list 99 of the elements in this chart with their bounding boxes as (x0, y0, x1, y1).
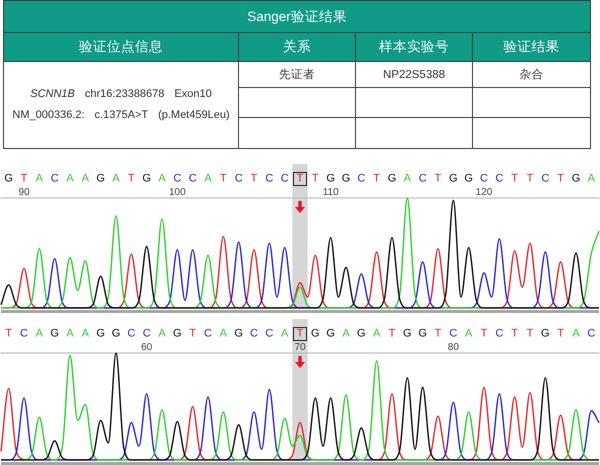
x-tick-label: G (572, 172, 580, 185)
text: 验证结果 (472, 32, 591, 62)
x-tick-label: G (96, 328, 105, 340)
x-tick-label: G (50, 328, 59, 340)
x-tick-label: A (36, 172, 44, 185)
text: chr16:23388678 (84, 88, 164, 100)
x-tick-label: A (82, 328, 90, 340)
x-tick-label: G (403, 328, 412, 340)
x-tick-label: G (342, 172, 350, 185)
x-tick-label: A (66, 172, 74, 185)
x-tick-label: T (557, 172, 564, 185)
x-tick-label: C (265, 328, 274, 340)
x-tick-label: G (234, 328, 243, 340)
x2-tick-label: 80 (448, 342, 460, 353)
x-tick-label: C (234, 172, 243, 185)
x2-tick-label: 120 (476, 186, 493, 198)
text: 杂合 (472, 62, 591, 88)
x-tick-label: T (388, 328, 396, 340)
x-tick-label: A (464, 328, 473, 340)
x-tick-label: G (311, 328, 320, 340)
text: 先证者 (238, 62, 356, 88)
x-tick-label: G (4, 172, 13, 185)
x-tick-label: T (296, 328, 304, 340)
x-tick-label: A (220, 328, 228, 340)
x-tick-label: A (588, 172, 596, 185)
text: NM_000336.2: (12, 109, 85, 121)
x2-tick-label: 90 (18, 186, 30, 198)
x-tick-label: A (404, 172, 412, 185)
x2-tick-label: 100 (168, 186, 186, 198)
x-tick-label: G (142, 172, 151, 185)
x-tick-label: A (204, 172, 212, 185)
x-tick-label: C (587, 328, 596, 340)
text: SCNN1B (30, 88, 75, 100)
x-tick-label: T (526, 172, 534, 185)
x-tick-label: C (541, 172, 550, 185)
x-tick-label: C (280, 172, 289, 185)
x-tick-label: G (418, 328, 427, 340)
x-tick-label: C (357, 172, 366, 185)
x-tick-label: C (495, 172, 504, 185)
x-tick-label: T (5, 328, 12, 340)
x-tick-label: T (220, 172, 227, 185)
x-tick-label: C (480, 172, 488, 185)
x-tick-label: A (372, 328, 381, 340)
x-tick-label: G (326, 172, 335, 185)
x-tick-label: C (204, 328, 212, 340)
x2-tick-label: 70 (294, 342, 306, 353)
text: Sanger验证结果 (4, 0, 591, 32)
x-tick-label: T (250, 172, 258, 185)
x-tick-label: C (50, 172, 59, 185)
x-tick-label: A (572, 328, 580, 340)
x-tick-label: G (357, 328, 366, 340)
x-tick-label: G (388, 172, 396, 185)
x-tick-label: G (541, 328, 550, 340)
x-tick-label: G (449, 172, 458, 185)
x-tick-label: C (20, 328, 28, 340)
x-tick-label: T (128, 172, 135, 185)
x-tick-label: G (173, 328, 182, 340)
x-tick-label: T (373, 172, 380, 185)
x-tick-label: A (158, 328, 166, 340)
x-tick-label: T (189, 328, 196, 340)
x-tick-label: C (265, 172, 274, 185)
x-tick-label: A (158, 172, 166, 185)
text: (p.Met459Leu) (158, 109, 230, 121)
x-tick-label: C (188, 172, 197, 185)
text: 验证位点信息 (4, 32, 238, 62)
x-tick-label: T (480, 328, 488, 340)
x-tick-label: A (82, 172, 90, 185)
x-tick-label: G (96, 172, 105, 185)
x-tick-label: A (66, 328, 74, 340)
text: Exon10 (174, 88, 212, 100)
x-tick-label: T (20, 172, 28, 185)
x-tick-label: G (112, 328, 120, 340)
x-tick-label: T (511, 172, 518, 185)
x-tick-label: C (418, 172, 427, 185)
x-tick-label: T (511, 328, 518, 340)
x-tick-label: A (112, 172, 120, 185)
x-tick-label: C (142, 328, 151, 340)
text: 关系 (238, 32, 356, 62)
x-tick-label: G (464, 172, 473, 185)
x-tick-label: C (173, 172, 182, 185)
x-tick-label: C (449, 328, 458, 340)
text: c.1375A>T (94, 109, 148, 121)
text: NP22S5388 (356, 62, 472, 88)
x-tick-label: C (127, 328, 136, 340)
text: 样本实验号 (356, 32, 472, 62)
x-tick-label: T (434, 328, 442, 340)
x2-tick-label: 60 (141, 342, 153, 353)
x-tick-label: G (326, 328, 335, 340)
x-tick-label: T (296, 172, 304, 185)
x-tick-label: T (434, 172, 442, 185)
x-tick-label: A (280, 328, 289, 340)
x2-tick-label: 110 (322, 186, 340, 198)
x-tick-label: T (526, 328, 534, 340)
x-tick-label: C (250, 328, 258, 340)
x-tick-label: A (342, 328, 350, 340)
x-tick-label: A (36, 328, 44, 340)
x-tick-label: T (312, 172, 319, 185)
x-tick-label: C (495, 328, 504, 340)
x-tick-label: T (557, 328, 564, 340)
